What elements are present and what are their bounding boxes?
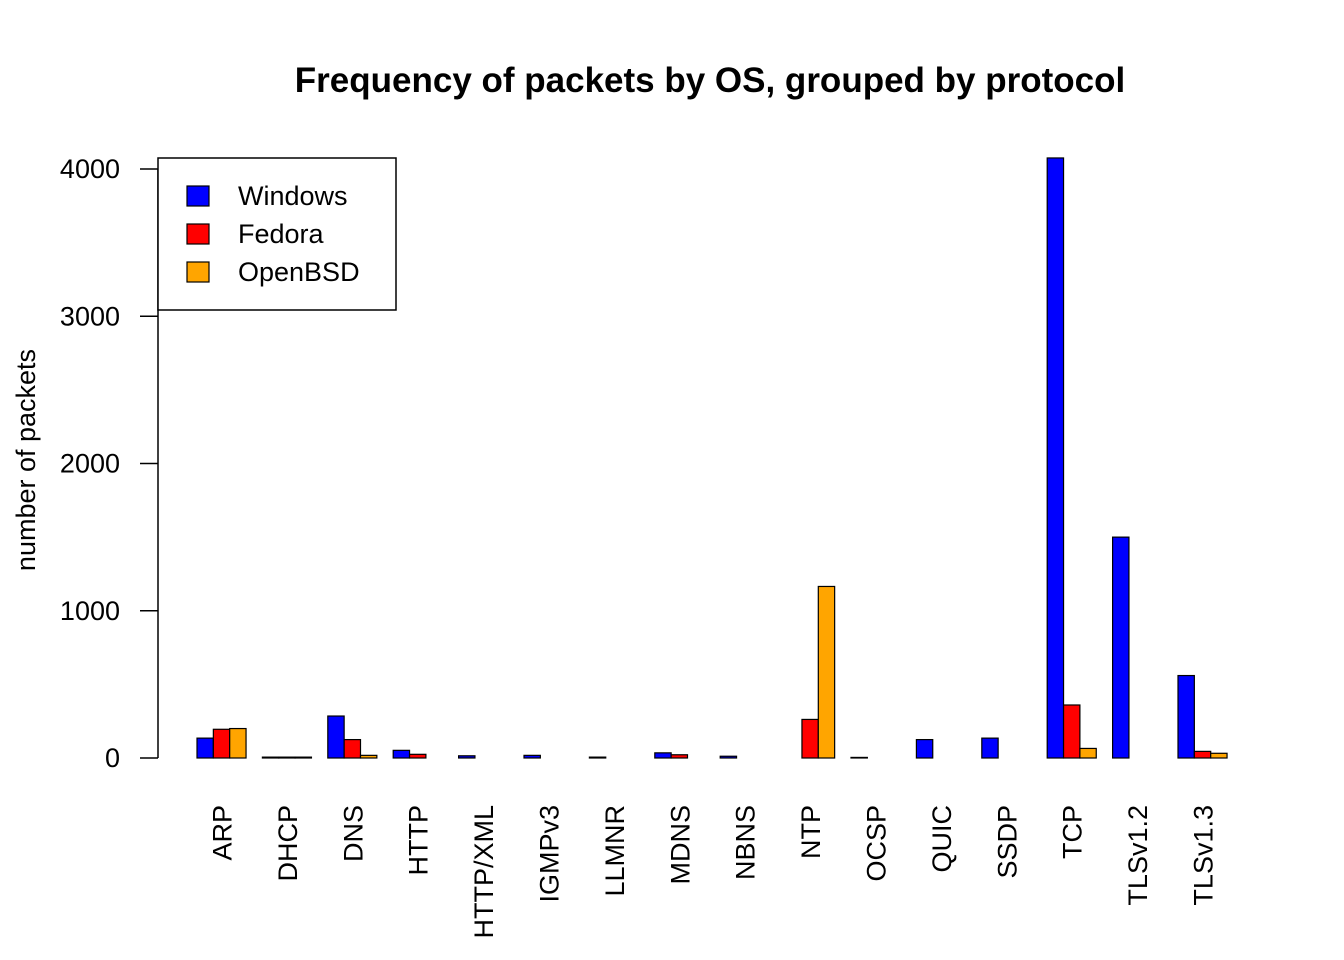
x-axis-labels: ARP DHCP DNS HTTP HTTP/XML IGMPv3 LLMNR MDNS NBN… bbox=[208, 805, 1219, 939]
y-tick-label: 3000 bbox=[60, 301, 120, 331]
x-tick-label: IGMPv3 bbox=[535, 805, 565, 903]
legend-swatch-openbsd bbox=[186, 261, 210, 283]
x-tick-label: ARP bbox=[208, 805, 238, 861]
legend-swatch-fedora bbox=[186, 223, 210, 245]
bar-windows-dns bbox=[327, 715, 345, 759]
legend-label-openbsd: OpenBSD bbox=[238, 257, 360, 287]
x-tick-label: DHCP bbox=[273, 805, 303, 882]
y-axis: 0 1000 2000 3000 4000 bbox=[60, 154, 159, 773]
x-tick-label: QUIC bbox=[927, 805, 957, 873]
bar-windows-dhcp bbox=[261, 756, 280, 759]
bar-windows-tcp bbox=[1046, 157, 1065, 759]
bar-fedora-dhcp bbox=[278, 756, 296, 759]
bar-openbsd-tcp bbox=[1079, 747, 1097, 759]
bar-windows-quic bbox=[915, 738, 934, 759]
bar-windows-ocsp bbox=[850, 756, 868, 759]
bar-openbsd-ntp bbox=[817, 585, 836, 759]
bar-windows-igmpv3 bbox=[523, 754, 541, 759]
legend-label-windows: Windows bbox=[238, 181, 348, 211]
y-axis-label: number of packets bbox=[11, 349, 41, 571]
bar-fedora-tcp bbox=[1062, 704, 1081, 759]
bar-fedora-http bbox=[408, 753, 427, 759]
y-tick-label: 0 bbox=[105, 743, 120, 773]
x-tick-label: LLMNR bbox=[600, 805, 630, 897]
bar-openbsd-arp bbox=[229, 727, 247, 759]
bar-fedora-ntp bbox=[801, 718, 819, 759]
x-tick-label: MDNS bbox=[665, 805, 695, 885]
x-tick-label: DNS bbox=[338, 805, 368, 862]
legend-label-fedora: Fedora bbox=[238, 219, 325, 249]
bar-openbsd-dns bbox=[359, 754, 378, 759]
legend: Windows Fedora OpenBSD bbox=[157, 157, 397, 311]
x-tick-label: TLSv1.3 bbox=[1189, 805, 1219, 906]
x-tick-label: OCSP bbox=[862, 805, 892, 882]
bar-fedora-tlsv1-3 bbox=[1193, 750, 1212, 759]
bar-windows-http bbox=[392, 749, 411, 759]
bars bbox=[196, 157, 1228, 759]
bar-windows-llmnr bbox=[588, 756, 607, 759]
x-tick-label: NTP bbox=[796, 805, 826, 859]
chart-title: Frequency of packets by OS, grouped by p… bbox=[295, 61, 1125, 100]
bar-windows-tlsv1-3 bbox=[1177, 674, 1195, 759]
bar-windows-ssdp bbox=[981, 737, 999, 759]
x-tick-label: HTTP/XML bbox=[469, 805, 499, 939]
bar-fedora-arp bbox=[212, 728, 231, 759]
bar-openbsd-dhcp bbox=[294, 756, 313, 759]
x-tick-label: NBNS bbox=[731, 805, 761, 880]
bar-windows-arp bbox=[196, 737, 214, 759]
bar-windows-http-xml bbox=[458, 755, 476, 759]
x-tick-label: HTTP bbox=[404, 805, 434, 876]
bar-windows-mdns bbox=[654, 752, 672, 759]
bar-fedora-dns bbox=[343, 738, 362, 759]
bar-fedora-mdns bbox=[670, 754, 689, 759]
y-tick-label: 2000 bbox=[60, 449, 120, 479]
x-tick-label: TLSv1.2 bbox=[1123, 805, 1153, 906]
legend-swatch-windows bbox=[186, 185, 210, 207]
bar-openbsd-tlsv1-3 bbox=[1210, 752, 1228, 759]
x-tick-label: SSDP bbox=[992, 805, 1022, 879]
bar-windows-tlsv1-2 bbox=[1111, 536, 1130, 759]
x-tick-label: TCP bbox=[1058, 805, 1088, 859]
bar-windows-nbns bbox=[719, 755, 738, 759]
y-tick-label: 1000 bbox=[60, 596, 120, 626]
y-tick-label: 4000 bbox=[60, 154, 120, 184]
